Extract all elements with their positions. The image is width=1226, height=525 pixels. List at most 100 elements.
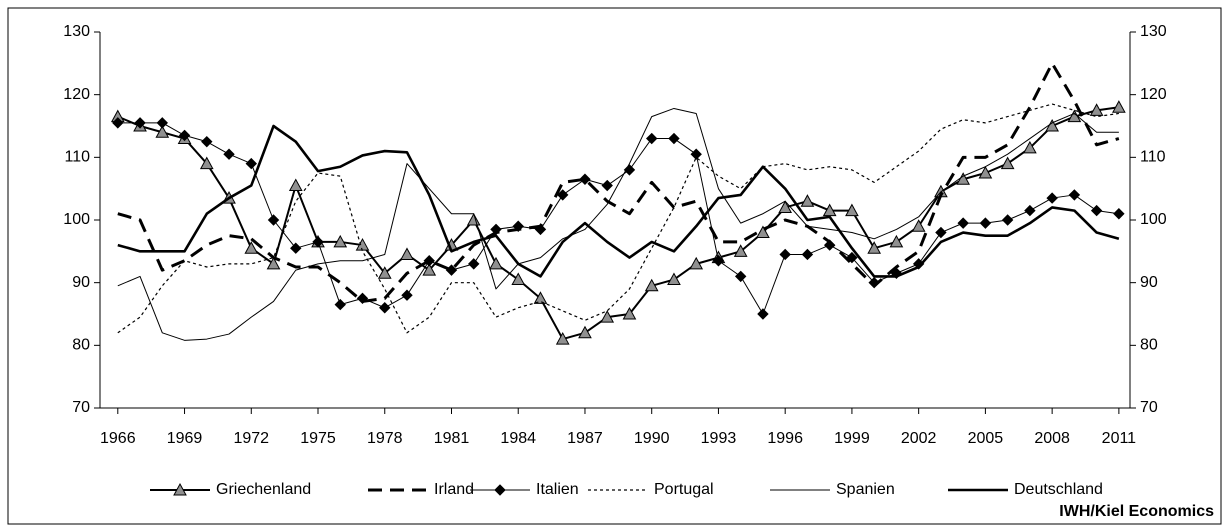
diamond-marker	[979, 217, 992, 229]
series-line	[117, 122, 1119, 315]
diamond-marker	[868, 276, 880, 289]
diamond-marker	[1046, 192, 1058, 204]
triangle-marker	[422, 263, 437, 276]
y2-tick-label: 100	[1140, 211, 1167, 228]
diamond-marker	[112, 117, 124, 129]
y-tick-label: 100	[63, 211, 90, 228]
triangle-marker	[377, 266, 392, 279]
series-line	[117, 107, 1119, 341]
diamond-marker	[312, 236, 324, 248]
series-line	[117, 106, 1120, 341]
triangle-marker	[733, 244, 748, 257]
diamond-marker	[468, 258, 480, 270]
diamond-marker	[356, 292, 369, 305]
y-tick-label: 90	[72, 274, 90, 291]
legend-label: Italien	[536, 481, 579, 498]
x-tick-label: 2008	[1034, 430, 1070, 447]
chart-frame	[7, 7, 1222, 525]
legend-label: Spanien	[836, 481, 895, 498]
y2-tick-label: 70	[1140, 399, 1158, 416]
triangle-marker	[511, 272, 526, 286]
legend-marker	[494, 484, 506, 496]
x-tick-label: 1966	[100, 430, 136, 447]
diamond-marker	[846, 251, 858, 264]
diamond-marker	[201, 135, 213, 148]
y-tick-label: 110	[64, 149, 90, 166]
diamond-marker	[1001, 214, 1014, 226]
x-tick-label: 1996	[767, 430, 803, 447]
diamond-marker	[757, 308, 769, 320]
legend-label: Portugal	[654, 481, 714, 498]
triangle-marker	[689, 256, 704, 270]
diamond-marker	[512, 220, 524, 232]
x-tick-label: 1972	[233, 430, 269, 447]
diamond-marker	[156, 117, 168, 129]
triangle-marker	[1000, 156, 1015, 170]
x-tick-label: 2005	[968, 430, 1004, 447]
x-tick-label: 1990	[634, 430, 670, 447]
x-tick-label: 1984	[500, 430, 536, 447]
y2-tick-label: 110	[1140, 149, 1166, 166]
diamond-marker	[823, 239, 836, 251]
diamond-marker	[534, 223, 547, 236]
triangle-marker	[867, 241, 882, 254]
x-tick-label: 1975	[300, 430, 336, 447]
diamond-marker	[267, 214, 280, 226]
diamond-marker	[557, 189, 569, 201]
y-tick-label: 70	[72, 399, 90, 416]
diamond-marker	[178, 129, 191, 142]
diamond-marker	[223, 148, 235, 160]
diamond-marker	[890, 267, 903, 279]
diamond-marker	[1090, 204, 1103, 217]
triangle-marker	[756, 225, 770, 239]
diamond-marker	[935, 226, 947, 239]
triangle-marker	[400, 247, 414, 260]
triangle-marker	[533, 291, 548, 304]
triangle-marker	[333, 234, 348, 248]
triangle-marker	[911, 219, 926, 232]
diamond-marker	[134, 117, 146, 129]
triangle-marker	[466, 212, 481, 226]
diamond-marker	[668, 132, 680, 145]
diamond-marker	[423, 255, 435, 267]
diamond-marker	[1113, 208, 1125, 220]
triangle-marker	[1089, 103, 1104, 116]
y-tick-label: 80	[72, 337, 90, 354]
diamond-marker	[245, 157, 257, 170]
diamond-marker	[712, 255, 725, 267]
diamond-marker	[690, 148, 702, 160]
triangle-marker	[978, 165, 993, 179]
diamond-marker	[645, 132, 658, 145]
diamond-marker	[1024, 204, 1036, 217]
diamond-marker	[957, 217, 969, 229]
triangle-marker	[667, 272, 681, 286]
y2-tick-label: 90	[1140, 274, 1158, 291]
triangle-marker	[622, 306, 637, 320]
diamond-marker	[779, 248, 791, 261]
x-tick-label: 1969	[167, 430, 203, 447]
diamond-marker	[290, 242, 302, 254]
diamond-marker	[734, 270, 747, 283]
x-tick-label: 1993	[701, 430, 737, 447]
x-tick-label: 1987	[567, 430, 603, 447]
x-tick-label: 1999	[834, 430, 870, 447]
diamond-marker	[601, 179, 613, 192]
diamond-marker	[579, 173, 591, 185]
x-tick-label: 2011	[1102, 430, 1137, 447]
y2-tick-label: 120	[1140, 86, 1167, 103]
triangle-marker	[199, 156, 214, 170]
legend-label: Irland	[434, 481, 474, 498]
triangle-marker	[244, 241, 259, 254]
y-tick-label: 120	[63, 86, 90, 103]
x-tick-label: 1981	[434, 430, 470, 447]
series-line	[117, 124, 1120, 278]
triangle-marker	[288, 178, 303, 192]
diamond-marker	[379, 302, 391, 314]
x-tick-label: 2002	[901, 430, 937, 447]
y2-tick-label: 130	[1140, 23, 1167, 40]
triangle-marker	[889, 234, 904, 248]
triangle-marker	[845, 203, 859, 217]
x-tick-label: 1978	[367, 430, 403, 447]
